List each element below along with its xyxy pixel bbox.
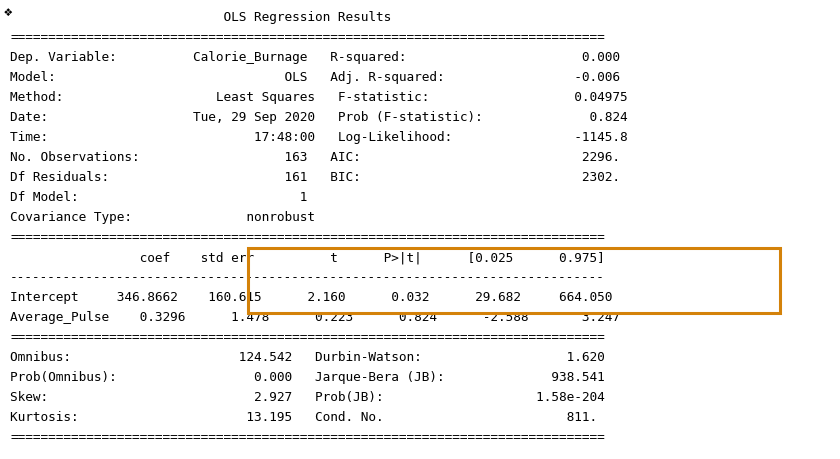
Text: Dep. Variable:          Calorie_Burnage   R-squared:                       0.000: Dep. Variable: Calorie_Burnage R-squared… [10, 51, 620, 64]
Text: Df Residuals:                       161   BIC:                             2302.: Df Residuals: 161 BIC: 2302. [10, 171, 620, 184]
Text: ==============================================================================: ========================================… [10, 331, 605, 344]
Text: ------------------------------------------------------------------------------: ----------------------------------------… [10, 271, 605, 284]
Text: coef    std err          t      P>|t|      [0.025      0.975]: coef std err t P>|t| [0.025 0.975] [10, 251, 605, 264]
Text: Time:                           17:48:00   Log-Likelihood:                -1145.: Time: 17:48:00 Log-Likelihood: -1145. [10, 131, 627, 144]
Text: ==============================================================================: ========================================… [10, 31, 605, 45]
Text: Date:                   Tue, 29 Sep 2020   Prob (F-statistic):              0.82: Date: Tue, 29 Sep 2020 Prob (F-statistic… [10, 111, 627, 124]
Text: Skew:                           2.927   Prob(JB):                    1.58e-204: Skew: 2.927 Prob(JB): 1.58e-204 [10, 391, 605, 404]
Text: Intercept     346.8662    160.615      2.160      0.032      29.682     664.050: Intercept 346.8662 160.615 2.160 0.032 2… [10, 291, 612, 304]
Text: Prob(Omnibus):                  0.000   Jarque-Bera (JB):              938.541: Prob(Omnibus): 0.000 Jarque-Bera (JB): 9… [10, 371, 605, 384]
Text: Covariance Type:               nonrobust: Covariance Type: nonrobust [10, 211, 620, 224]
Text: Kurtosis:                      13.195   Cond. No.                        811.: Kurtosis: 13.195 Cond. No. 811. [10, 411, 597, 424]
Text: Omnibus:                      124.542   Durbin-Watson:                   1.620: Omnibus: 124.542 Durbin-Watson: 1.620 [10, 351, 605, 364]
Text: Average_Pulse    0.3296      1.478      0.223      0.824      -2.588       3.247: Average_Pulse 0.3296 1.478 0.223 0.824 -… [10, 311, 620, 324]
Text: OLS Regression Results: OLS Regression Results [10, 11, 605, 24]
Text: Method:                    Least Squares   F-statistic:                   0.0497: Method: Least Squares F-statistic: 0.049… [10, 91, 627, 104]
Text: ==============================================================================: ========================================… [10, 231, 605, 244]
Bar [248, 248, 780, 313]
Text: Model:                              OLS   Adj. R-squared:                 -0.006: Model: OLS Adj. R-squared: -0.006 [10, 71, 620, 84]
Text: ==============================================================================: ========================================… [10, 431, 605, 444]
Text: No. Observations:                   163   AIC:                             2296.: No. Observations: 163 AIC: 2296. [10, 151, 620, 164]
Text: ❖: ❖ [4, 5, 13, 19]
Text: Df Model:                             1: Df Model: 1 [10, 191, 620, 204]
